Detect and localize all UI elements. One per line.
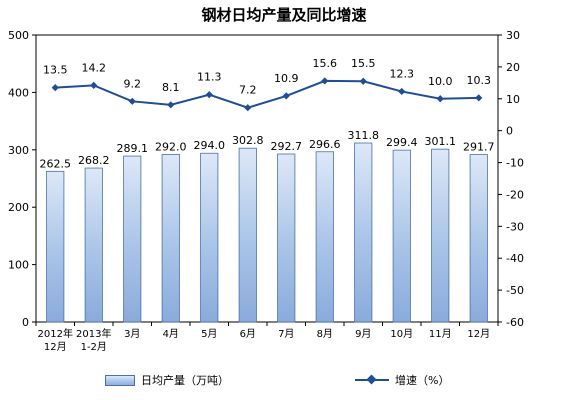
line-value-label: 10.9 [274, 72, 299, 85]
y-left-tick-label: 300 [8, 144, 29, 157]
bar [84, 167, 103, 323]
line-point-marker [205, 91, 213, 99]
x-tick-label: 4月 [163, 328, 179, 340]
bar-value-label: 262.5 [40, 157, 72, 170]
bar [315, 151, 334, 323]
line-point-marker [51, 84, 59, 92]
y-left-tick-label: 0 [22, 316, 29, 329]
y-left-tick-label: 200 [8, 201, 29, 214]
x-tick-label: 12月 [44, 341, 67, 353]
y-right-tick-label: -10 [506, 157, 524, 170]
x-tick-label: 2013年 [76, 327, 111, 340]
bar-value-label: 291.7 [463, 141, 495, 154]
axes-group: 0 100 200 300 400 500 -60 -50 -40 -30 -20 -10 0 10 20 3… [8, 29, 524, 329]
chart-title: 钢材日均产量及同比增速 [201, 6, 367, 24]
bar-value-label: 311.8 [348, 129, 380, 142]
x-tick-label: 10月 [390, 328, 413, 340]
line-value-label: 11.3 [197, 71, 222, 84]
line-series-group [51, 77, 483, 112]
line-point-marker [359, 77, 367, 85]
y-left-tick-label: 100 [8, 259, 29, 272]
y-right-tick-label: -40 [506, 252, 524, 265]
bar-value-label: 268.2 [78, 154, 110, 167]
y-right-tick-label: -20 [506, 188, 524, 201]
line-point-marker [90, 81, 98, 89]
y-right-tick-label: -30 [506, 220, 524, 233]
line-point-marker [398, 87, 406, 96]
line-point-marker [321, 77, 329, 85]
line-labels-group: 13.5 14.2 9.2 8.1 11.3 7.2 10.9 15.6 15.5 12.3 10.… [43, 57, 491, 97]
bar [354, 142, 373, 323]
line-value-label: 8.1 [162, 81, 180, 94]
x-tick-label: 9月 [355, 328, 371, 340]
line-series-path [55, 79, 479, 109]
line-point-marker [282, 92, 290, 100]
line-value-label: 13.5 [43, 64, 68, 77]
x-tick-label: 12月 [467, 328, 490, 340]
legend-item-bar: 日均产量（万吨） [105, 372, 229, 388]
line-value-label: 9.2 [124, 77, 142, 90]
y-right-tick-label: -60 [506, 316, 524, 329]
line-value-label: 15.6 [313, 57, 338, 70]
bar [238, 147, 257, 323]
line-point-marker [128, 97, 136, 105]
x-tick-label: 1-2月 [81, 341, 107, 353]
y-left-tick-label: 400 [8, 86, 29, 99]
bar-value-label: 299.4 [386, 136, 418, 149]
x-tick-label: 3月 [124, 328, 140, 340]
y-right-tick-label: 0 [506, 125, 513, 138]
bar-value-label: 292.0 [155, 140, 187, 153]
bar-value-label: 296.6 [309, 138, 341, 151]
bar-value-label: 301.1 [425, 135, 457, 148]
legend-line-swatch [355, 375, 389, 385]
y-right-tick-label: 10 [506, 93, 520, 106]
x-tick-label: 2012年 [38, 327, 73, 340]
y-left-tick-label: 500 [8, 29, 29, 42]
bar [200, 152, 219, 323]
bar [469, 154, 488, 323]
bar-value-label: 289.1 [117, 142, 149, 155]
legend-line-label: 增速（%） [395, 374, 450, 387]
bar-value-label: 292.7 [271, 140, 303, 153]
line-value-label: 12.3 [390, 67, 415, 80]
bar [46, 170, 65, 323]
y-right-tick-label: 20 [506, 61, 520, 74]
line-point-marker [167, 101, 175, 109]
line-value-label: 10.0 [428, 75, 453, 88]
line-point-marker [436, 95, 444, 103]
line-point-marker [475, 94, 483, 102]
bar-value-label: 294.0 [194, 139, 226, 152]
bar [277, 153, 296, 323]
x-tick-label: 5月 [201, 328, 217, 340]
x-tick-label: 7月 [278, 328, 294, 340]
bar-labels-group: 262.5 268.2 289.1 292.0 294.0 302.8 292.7 296.6… [40, 129, 495, 170]
legend-bar-label: 日均产量（万吨） [141, 374, 229, 387]
bars-group [46, 142, 488, 323]
legend-bar-swatch [105, 374, 135, 386]
bar-value-label: 302.8 [232, 134, 264, 147]
y-right-tick-label: -50 [506, 284, 524, 297]
bar [123, 155, 142, 323]
line-value-label: 7.2 [239, 84, 257, 97]
line-value-label: 14.2 [82, 61, 107, 74]
line-value-label: 10.3 [467, 74, 492, 87]
bar [392, 149, 411, 323]
legend-item-line: 增速（%） [355, 372, 449, 388]
x-tick-label: 8月 [317, 328, 333, 340]
bar [431, 148, 450, 323]
line-point-marker [244, 104, 252, 112]
y-right-tick-label: 30 [506, 29, 520, 42]
x-tick-label: 6月 [240, 328, 256, 340]
x-tick-label: 11月 [429, 328, 452, 340]
line-value-label: 15.5 [351, 57, 376, 70]
bar [161, 153, 180, 323]
